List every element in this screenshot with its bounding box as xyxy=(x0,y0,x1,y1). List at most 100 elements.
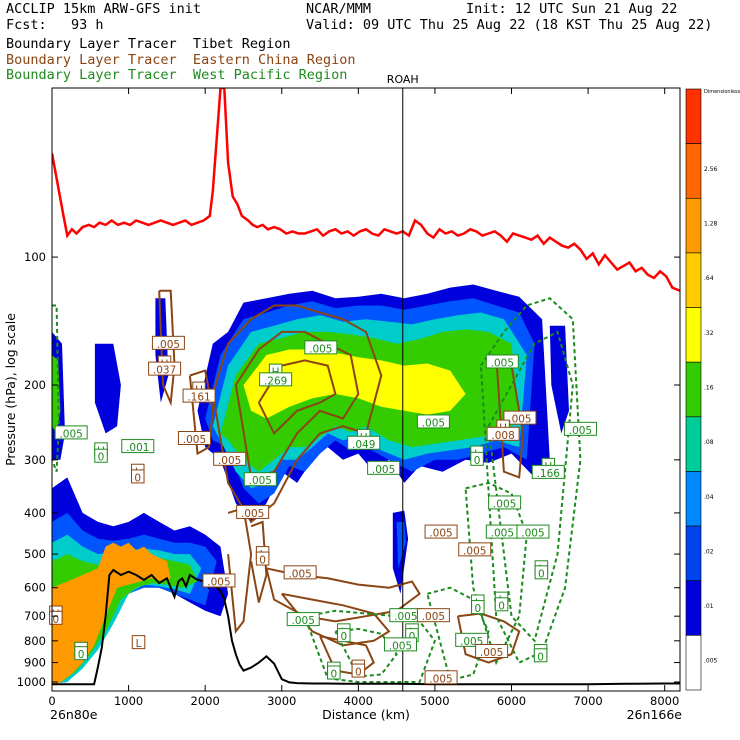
colorbar-level-label: 1.28 xyxy=(704,221,718,228)
tracer-contour-line xyxy=(487,330,574,643)
tracer-contour-line xyxy=(479,297,582,664)
contour-label-box xyxy=(351,663,366,678)
colorbar-level-label: .04 xyxy=(704,494,714,501)
y-tick-label: 300 xyxy=(24,453,46,467)
tracer-contour-line xyxy=(257,359,337,436)
contour-label-box xyxy=(416,414,450,429)
contour-label-box xyxy=(74,646,88,661)
contour-label: 0 xyxy=(474,603,481,615)
contour-label: 0 xyxy=(78,649,85,661)
section-end-label: 26n166e xyxy=(627,707,683,722)
contour-label: .005 xyxy=(493,498,516,510)
contour-label-box xyxy=(416,608,450,623)
contour-label-box xyxy=(131,635,146,650)
colorbar-level-label: .005 xyxy=(704,658,718,665)
contour-label: .005 xyxy=(59,428,82,440)
contour-label: 0 xyxy=(52,614,59,626)
contour-label-box xyxy=(327,665,341,680)
roah-marker-label: ROAH xyxy=(387,73,419,86)
contour-label: .005 xyxy=(394,611,417,623)
contour-label: .008 xyxy=(491,430,514,442)
y-tick-label: 200 xyxy=(24,378,46,392)
contour-label-box xyxy=(213,451,247,466)
y-tick-label: 100 xyxy=(24,250,46,264)
x-tick-label: 7000 xyxy=(573,694,602,708)
contour-label-box xyxy=(383,637,417,652)
contour-label-box xyxy=(531,464,565,479)
line-layer xyxy=(52,88,680,691)
contour-label-box xyxy=(49,610,63,625)
x-axis-label: Distance (km) xyxy=(322,707,410,722)
colorbar-swatch xyxy=(685,525,702,582)
contour-label: 0 xyxy=(537,651,544,663)
contour-label-box xyxy=(488,495,522,510)
contour-label: .005 xyxy=(157,339,180,351)
contour-label-box xyxy=(347,435,381,450)
x-tick-label: 2000 xyxy=(191,694,220,708)
section-start-label: 26n80e xyxy=(50,707,98,722)
colorbar-level-label: .16 xyxy=(704,385,714,392)
legend-west-pacific: Boundary Layer Tracer West Pacific Regio… xyxy=(6,67,348,83)
contour-label: .005 xyxy=(249,475,272,487)
y-tick-label: 700 xyxy=(24,609,46,623)
contour-label: .005 xyxy=(422,417,445,429)
contour-label: .005 xyxy=(241,508,264,520)
contour-label: 0 xyxy=(134,472,141,484)
contour-label-box xyxy=(286,612,320,627)
colorbar-swatch xyxy=(685,197,702,254)
contour-label-box xyxy=(455,632,489,647)
contour-label: .005 xyxy=(183,434,206,446)
colorbar-swatch xyxy=(685,307,702,363)
tropopause-line xyxy=(52,88,680,292)
tracer-field-region xyxy=(549,325,569,434)
colorbar-swatch xyxy=(685,471,702,527)
contour-label: .005 xyxy=(491,528,514,540)
contour-label: 0 xyxy=(538,568,545,580)
x-tick-label: 3000 xyxy=(267,694,296,708)
tracer-field-region xyxy=(94,343,121,434)
contour-label-box xyxy=(259,372,293,387)
contour-label-box xyxy=(516,524,550,539)
y-tick-label: 400 xyxy=(24,506,46,520)
contour-label: .005 xyxy=(463,545,486,557)
colorbar-swatch xyxy=(685,580,702,636)
contour-label: .005 xyxy=(429,528,452,540)
contour-label-box xyxy=(458,542,492,557)
contour-label-box xyxy=(94,448,108,463)
colorbar-level-label: .01 xyxy=(704,603,714,610)
contour-label: .037 xyxy=(153,365,176,377)
contour-label: .049 xyxy=(352,439,375,451)
contour-label: .001 xyxy=(126,442,149,454)
contour-label: 0 xyxy=(409,631,416,643)
contour-label: L xyxy=(136,638,142,650)
colorbar-swatch xyxy=(685,416,702,472)
contour-label-box xyxy=(503,410,537,425)
x-tick-label: 1000 xyxy=(114,694,143,708)
forecast-hour: Fcst: 93 h xyxy=(6,17,104,33)
contour-label: 0 xyxy=(98,452,105,464)
topography-line xyxy=(52,568,680,686)
contour-label: .005 xyxy=(422,611,445,623)
legend-eastern-china: Boundary Layer Tracer Eastern China Regi… xyxy=(6,52,356,68)
contour-label: .005 xyxy=(309,343,332,355)
colorbar-level-label: .08 xyxy=(704,439,714,446)
contour-label: 0 xyxy=(259,555,266,567)
contour-label: 0 xyxy=(340,631,347,643)
contour-label: 0 xyxy=(330,668,337,680)
y-tick-label: 1000 xyxy=(17,675,46,689)
contour-label-box xyxy=(534,565,549,580)
contour-label-box xyxy=(494,597,509,612)
contour-label: .005 xyxy=(292,615,315,627)
x-tick-label: 8000 xyxy=(650,694,679,708)
contour-label-box xyxy=(367,460,401,475)
contour-label-box xyxy=(255,551,270,566)
contour-label-box xyxy=(304,340,338,355)
x-tick-label: 4000 xyxy=(344,694,373,708)
tracer-contour-line xyxy=(52,304,60,473)
tracer-contour-line xyxy=(303,609,437,683)
y-tick-label: 600 xyxy=(24,581,46,595)
contour-label: .005 xyxy=(372,464,395,476)
y-tick-label: 500 xyxy=(24,547,46,561)
contour-label-layer: .005H.037H.161.005H.269.005.005H0.001L0.… xyxy=(49,73,597,685)
